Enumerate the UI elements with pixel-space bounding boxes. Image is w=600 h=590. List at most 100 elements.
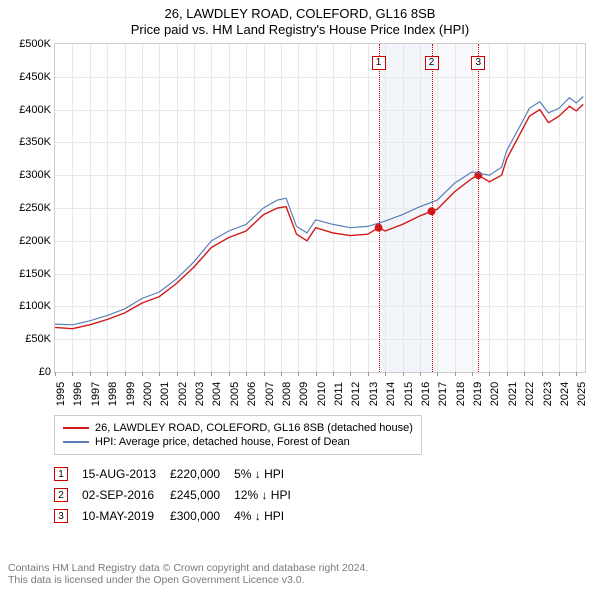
event-marker-box: 2	[425, 56, 439, 70]
x-axis-tick-label: 2008	[281, 382, 293, 406]
event-marker-box: 1	[372, 56, 386, 70]
x-axis-tick-label: 2014	[385, 382, 397, 406]
legend-label: HPI: Average price, detached house, Fore…	[95, 436, 350, 448]
x-axis-tick	[472, 372, 473, 376]
x-axis-tick	[159, 372, 160, 376]
x-axis-tick	[142, 372, 143, 376]
chart-series-line	[55, 97, 583, 325]
x-axis-tick-label: 1997	[90, 382, 102, 406]
x-axis-tick	[125, 372, 126, 376]
x-axis-tick-label: 2003	[194, 382, 206, 406]
x-axis-tick	[177, 372, 178, 376]
chart-lines-svg	[55, 44, 585, 372]
x-axis-tick-label: 2018	[455, 382, 467, 406]
x-axis-tick-label: 2012	[350, 382, 362, 406]
chart-series-line	[55, 104, 583, 328]
x-axis-tick-label: 2015	[403, 382, 415, 406]
event-vertical-line	[432, 44, 433, 372]
x-axis-tick	[420, 372, 421, 376]
x-axis-tick-label: 1995	[55, 382, 67, 406]
x-axis-tick	[194, 372, 195, 376]
chart-plot-area: £0£50K£100K£150K£200K£250K£300K£350K£400…	[54, 43, 586, 373]
x-axis-tick-label: 2024	[559, 382, 571, 406]
y-axis-tick-label: £500K	[19, 38, 55, 50]
x-axis-tick	[489, 372, 490, 376]
sale-date: 15-AUG-2013	[82, 463, 170, 484]
x-axis-tick-label: 2005	[229, 382, 241, 406]
x-axis-tick	[281, 372, 282, 376]
x-axis-tick	[542, 372, 543, 376]
sale-price: £300,000	[170, 505, 234, 526]
x-axis-tick	[455, 372, 456, 376]
footer-line-1: Contains HM Land Registry data © Crown c…	[8, 562, 592, 574]
sale-date: 10-MAY-2019	[82, 505, 170, 526]
x-axis-tick-label: 2021	[507, 382, 519, 406]
x-axis-tick-label: 2022	[524, 382, 536, 406]
x-axis-tick	[246, 372, 247, 376]
x-axis-tick-label: 1996	[72, 382, 84, 406]
y-axis-tick-label: £450K	[19, 71, 55, 83]
sale-delta: 12% ↓ HPI	[234, 484, 305, 505]
x-axis-tick-label: 2025	[576, 382, 588, 406]
x-axis-tick-label: 2010	[316, 382, 328, 406]
x-axis-tick-label: 2020	[489, 382, 501, 406]
x-axis-tick	[264, 372, 265, 376]
x-axis-tick-label: 2002	[177, 382, 189, 406]
event-vertical-line	[478, 44, 479, 372]
x-axis-tick	[507, 372, 508, 376]
y-axis-tick-label: £350K	[19, 136, 55, 148]
y-axis-tick-label: £150K	[19, 268, 55, 280]
legend-row: HPI: Average price, detached house, Fore…	[63, 436, 413, 448]
x-axis-tick-label: 1998	[107, 382, 119, 406]
x-axis-tick-label: 2013	[368, 382, 380, 406]
x-axis-tick	[368, 372, 369, 376]
event-vertical-line	[379, 44, 380, 372]
y-axis-tick-label: £200K	[19, 235, 55, 247]
title-line-1: 26, LAWDLEY ROAD, COLEFORD, GL16 8SB	[0, 6, 600, 21]
x-axis-tick	[55, 372, 56, 376]
x-axis-tick	[107, 372, 108, 376]
sale-price: £220,000	[170, 463, 234, 484]
x-axis-tick-label: 2011	[333, 382, 345, 406]
x-axis-tick-label: 2000	[142, 382, 154, 406]
legend-swatch	[63, 441, 89, 443]
y-axis-tick-label: £400K	[19, 104, 55, 116]
x-axis-tick	[437, 372, 438, 376]
x-axis-tick-label: 2004	[211, 382, 223, 406]
x-axis-tick	[333, 372, 334, 376]
sales-row: 310-MAY-2019£300,0004% ↓ HPI	[54, 505, 305, 526]
x-axis-tick-label: 2006	[246, 382, 258, 406]
legend-swatch	[63, 427, 89, 429]
x-axis-tick	[229, 372, 230, 376]
sale-index-box: 1	[54, 467, 68, 481]
legend-row: 26, LAWDLEY ROAD, COLEFORD, GL16 8SB (de…	[63, 422, 413, 434]
y-axis-tick-label: £100K	[19, 300, 55, 312]
x-axis-tick	[403, 372, 404, 376]
sale-index-box: 2	[54, 488, 68, 502]
y-axis-tick-label: £0	[39, 366, 55, 378]
x-axis-tick	[524, 372, 525, 376]
x-axis-tick-label: 2023	[542, 382, 554, 406]
sale-date: 02-SEP-2016	[82, 484, 170, 505]
x-axis-tick	[576, 372, 577, 376]
event-marker-box: 3	[471, 56, 485, 70]
footer-attribution: Contains HM Land Registry data © Crown c…	[8, 562, 592, 586]
x-axis-tick-label: 2007	[264, 382, 276, 406]
sale-index-box: 3	[54, 509, 68, 523]
x-axis-tick-label: 2017	[437, 382, 449, 406]
x-axis-tick-label: 2009	[298, 382, 310, 406]
x-axis-tick	[72, 372, 73, 376]
legend-label: 26, LAWDLEY ROAD, COLEFORD, GL16 8SB (de…	[95, 422, 413, 434]
x-axis-tick	[385, 372, 386, 376]
x-axis-tick	[316, 372, 317, 376]
sales-row: 1 15-AUG-2013£220,0005% ↓ HPI	[54, 463, 305, 484]
x-axis-tick-label: 2016	[420, 382, 432, 406]
x-axis-tick	[211, 372, 212, 376]
sale-delta: 5% ↓ HPI	[234, 463, 305, 484]
x-axis-tick-label: 2019	[472, 382, 484, 406]
x-axis-tick	[559, 372, 560, 376]
sales-row: 202-SEP-2016£245,00012% ↓ HPI	[54, 484, 305, 505]
chart-title-block: 26, LAWDLEY ROAD, COLEFORD, GL16 8SB Pri…	[0, 0, 600, 37]
chart-wrapper: £0£50K£100K£150K£200K£250K£300K£350K£400…	[8, 43, 592, 373]
y-axis-tick-label: £300K	[19, 169, 55, 181]
